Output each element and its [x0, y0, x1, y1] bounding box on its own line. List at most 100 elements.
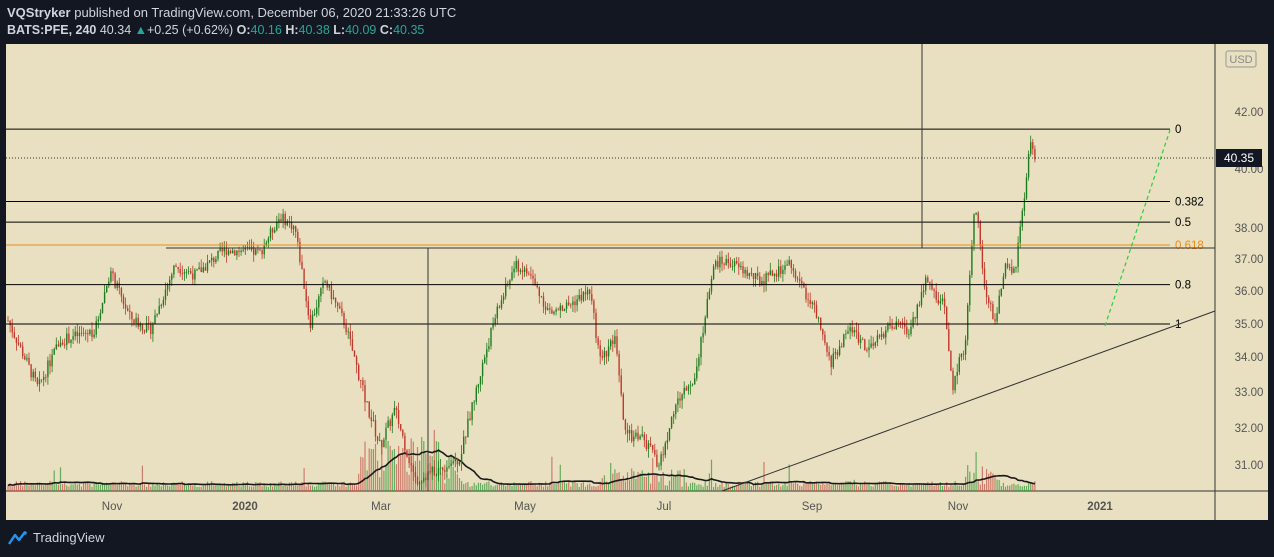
- candle-body: [458, 461, 461, 465]
- volume-bar: [1032, 483, 1034, 491]
- volume-bar: [776, 484, 778, 491]
- volume-bar: [857, 486, 860, 491]
- candle-body: [97, 319, 99, 322]
- tradingview-logo-icon[interactable]: [8, 531, 28, 545]
- volume-bar: [11, 486, 13, 491]
- candle-body: [316, 307, 318, 314]
- candle-body: [385, 427, 387, 440]
- candle-body: [253, 246, 255, 255]
- candle-body: [154, 315, 156, 325]
- volume-bar: [484, 483, 486, 491]
- candle-body: [439, 467, 442, 469]
- volume-bar: [278, 482, 280, 491]
- volume-bar: [129, 484, 131, 491]
- candle-body: [757, 273, 759, 277]
- volume-bar: [811, 483, 813, 491]
- candle-body: [740, 266, 742, 268]
- volume-bar: [941, 486, 944, 491]
- candle-body: [219, 248, 221, 251]
- volume-bar: [206, 481, 209, 491]
- volume-bar: [729, 486, 731, 491]
- volume-bar: [736, 485, 738, 491]
- candle-body: [635, 432, 637, 437]
- candle-body: [935, 290, 937, 300]
- candle-body: [61, 342, 64, 345]
- volume-bar: [125, 483, 127, 491]
- volume-bar: [131, 484, 133, 491]
- price-tick-label: 42.00: [1235, 107, 1264, 119]
- candle-body: [166, 284, 169, 290]
- volume-bar: [572, 481, 574, 491]
- candle-body: [790, 260, 792, 268]
- volume-bar: [1023, 485, 1025, 491]
- volume-bar: [444, 483, 446, 491]
- candle-body: [849, 327, 851, 332]
- open-value: 40.16: [250, 23, 282, 37]
- candle-body: [55, 344, 57, 349]
- candle-body: [124, 304, 127, 309]
- volume-bar: [135, 486, 137, 491]
- candle-body: [358, 365, 360, 380]
- candle-body: [202, 267, 204, 273]
- candle-body: [387, 420, 389, 428]
- volume-bar: [807, 482, 809, 491]
- volume-bar: [788, 464, 790, 491]
- candle-body: [343, 313, 345, 325]
- volume-bar: [519, 484, 521, 491]
- time-tick-label: Nov: [948, 501, 969, 513]
- volume-bar: [549, 482, 551, 491]
- tradingview-brand[interactable]: TradingView: [33, 530, 105, 545]
- candle-body: [93, 334, 95, 337]
- volume-bar: [853, 479, 855, 491]
- currency-badge[interactable]: [1225, 50, 1257, 68]
- volume-bar: [349, 482, 351, 491]
- candle-body: [998, 295, 1000, 313]
- candle-body: [748, 273, 750, 277]
- candle-body: [946, 307, 948, 330]
- volume-bar: [85, 482, 87, 491]
- volume-bar: [93, 482, 95, 491]
- candle-body: [192, 273, 194, 280]
- author-name[interactable]: VQStryker: [7, 5, 71, 20]
- volume-bar: [1017, 484, 1019, 491]
- volume-bar: [116, 485, 118, 491]
- volume-bar: [240, 486, 242, 491]
- candle-body: [572, 301, 574, 305]
- candle-body: [1034, 148, 1036, 160]
- candle-body: [448, 466, 450, 468]
- volume-bar: [288, 482, 290, 491]
- volume-bar: [211, 481, 213, 491]
- volume-bar: [918, 483, 920, 491]
- volume-bar: [395, 464, 398, 491]
- candle-body: [830, 355, 832, 368]
- volume-bar: [692, 482, 694, 491]
- candle-body: [555, 309, 557, 312]
- volume-bar: [118, 482, 120, 491]
- volume-bar: [792, 483, 794, 491]
- volume-bar: [841, 483, 843, 491]
- volume-bar: [555, 483, 557, 491]
- volume-bar: [748, 483, 750, 491]
- candle-body: [208, 260, 211, 263]
- candle-body: [91, 329, 93, 337]
- candle-body: [158, 305, 160, 314]
- candle-body: [1013, 268, 1015, 273]
- volume-bar: [450, 454, 452, 491]
- volume-bar: [496, 484, 498, 491]
- candle-body: [80, 332, 83, 334]
- volume-bar: [446, 474, 448, 491]
- publish-info: VQStryker published on TradingView.com, …: [7, 5, 456, 20]
- candle-body: [899, 322, 902, 324]
- candle-body: [381, 440, 383, 448]
- volume-bar: [578, 486, 580, 491]
- candle-body: [313, 313, 316, 315]
- volume-bar: [345, 486, 347, 491]
- candle-body: [544, 306, 547, 310]
- candle-body: [1015, 266, 1017, 269]
- candle-body: [397, 409, 400, 424]
- candle-body: [152, 324, 154, 335]
- volume-bar: [624, 481, 626, 491]
- candle-body: [553, 311, 555, 314]
- volume-bar: [933, 485, 935, 491]
